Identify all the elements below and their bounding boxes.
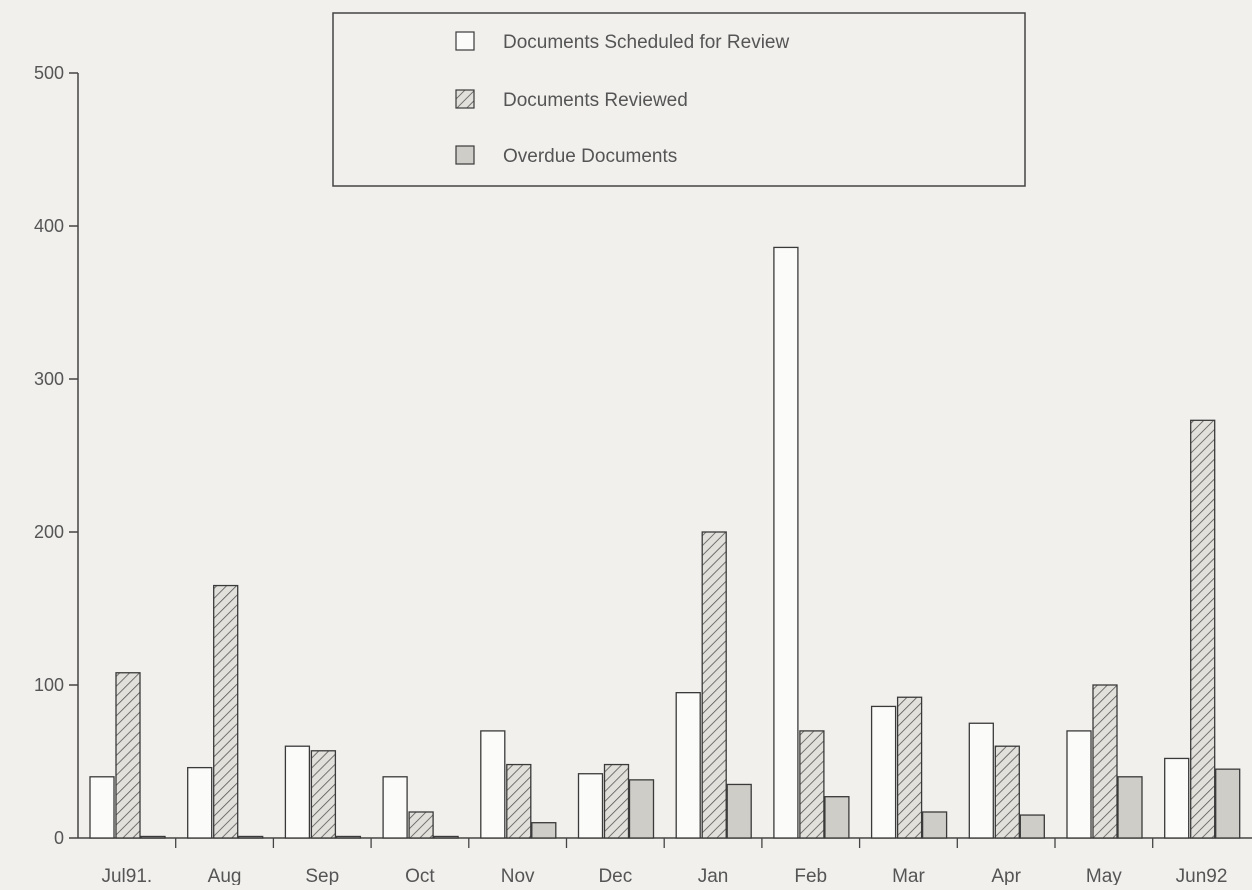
x-tick-label-nov: Nov — [501, 866, 535, 885]
y-tick-label-0: 0 — [54, 828, 64, 848]
bar-reviewed-oct — [408, 811, 434, 839]
bar-reviewed-dec — [603, 763, 630, 839]
legend-label-reviewed: Documents Reviewed — [503, 90, 688, 111]
legend-box — [332, 12, 1026, 187]
x-tick-label-oct: Oct — [405, 866, 435, 885]
bar-scheduled-mar — [870, 705, 897, 839]
y-tick-label-200: 200 — [34, 522, 64, 542]
bar-reviewed-nov — [506, 763, 532, 839]
bar-reviewed-apr — [994, 745, 1020, 839]
legend: Documents Scheduled for Review Documents… — [332, 12, 1026, 187]
bar-overdue-jul91 — [140, 835, 166, 839]
bar-overdue-jun92 — [1215, 768, 1241, 839]
x-tick-label-may: May — [1086, 866, 1122, 885]
legend-label-overdue: Overdue Documents — [503, 146, 677, 167]
bar-reviewed-jun92 — [1190, 419, 1216, 839]
bar-overdue-mar — [921, 811, 948, 839]
bar-reviewed-feb — [799, 730, 825, 839]
x-tick-label-mar: Mar — [892, 866, 925, 885]
x-tick-label-jan: Jan — [698, 866, 729, 885]
bar-overdue-sep — [335, 835, 362, 839]
bar-reviewed-jul91 — [115, 672, 141, 839]
bar-overdue-dec — [628, 779, 655, 839]
bar-scheduled-sep — [284, 745, 311, 839]
bar-scheduled-aug — [187, 766, 213, 839]
x-tick-label-jul91: Jul91. — [101, 866, 152, 885]
x-tick-label-sep: Sep — [305, 866, 339, 885]
bar-reviewed-aug — [213, 584, 239, 839]
bar-reviewed-mar — [896, 696, 923, 839]
legend-swatch-scheduled — [455, 31, 475, 51]
y-tick-label-500: 500 — [34, 63, 64, 83]
bar-scheduled-oct — [382, 776, 408, 839]
bar-scheduled-dec — [577, 773, 604, 839]
y-tick-label-400: 400 — [34, 216, 64, 236]
y-tick-label-100: 100 — [34, 675, 64, 695]
bar-overdue-oct — [433, 835, 459, 839]
legend-swatch-overdue — [455, 145, 475, 165]
x-tick-label-dec: Dec — [598, 866, 632, 885]
legend-swatch-reviewed — [455, 89, 475, 109]
bar-overdue-nov — [531, 822, 557, 839]
bar-reviewed-sep — [310, 750, 337, 839]
x-tick-label-aug: Aug — [208, 866, 242, 885]
legend-label-scheduled: Documents Scheduled for Review — [503, 32, 789, 53]
bar-scheduled-jul91 — [89, 776, 115, 839]
bar-scheduled-feb — [773, 246, 799, 839]
bar-scheduled-apr — [968, 722, 994, 839]
bars — [89, 246, 1241, 839]
bar-overdue-aug — [238, 835, 264, 839]
bar-overdue-apr — [1019, 814, 1045, 839]
bar-reviewed-may — [1092, 684, 1118, 839]
bar-overdue-jan — [726, 783, 752, 839]
bar-overdue-may — [1117, 776, 1143, 839]
bar-scheduled-jun92 — [1164, 757, 1190, 839]
x-tick-label-jun92: Jun92 — [1176, 866, 1228, 885]
bar-scheduled-jan — [675, 692, 701, 839]
axes: 0 100 200 300 400 500 Jul91. Aug Sep Oct Nov Dec Jan… — [34, 63, 1252, 887]
bar-overdue-feb — [824, 796, 850, 839]
bar-scheduled-may — [1066, 730, 1092, 839]
y-tick-label-300: 300 — [34, 369, 64, 389]
bar-scheduled-nov — [480, 730, 506, 839]
x-tick-label-feb: Feb — [794, 866, 827, 885]
x-tick-label-apr: Apr — [991, 866, 1021, 885]
bar-reviewed-jan — [701, 531, 727, 839]
